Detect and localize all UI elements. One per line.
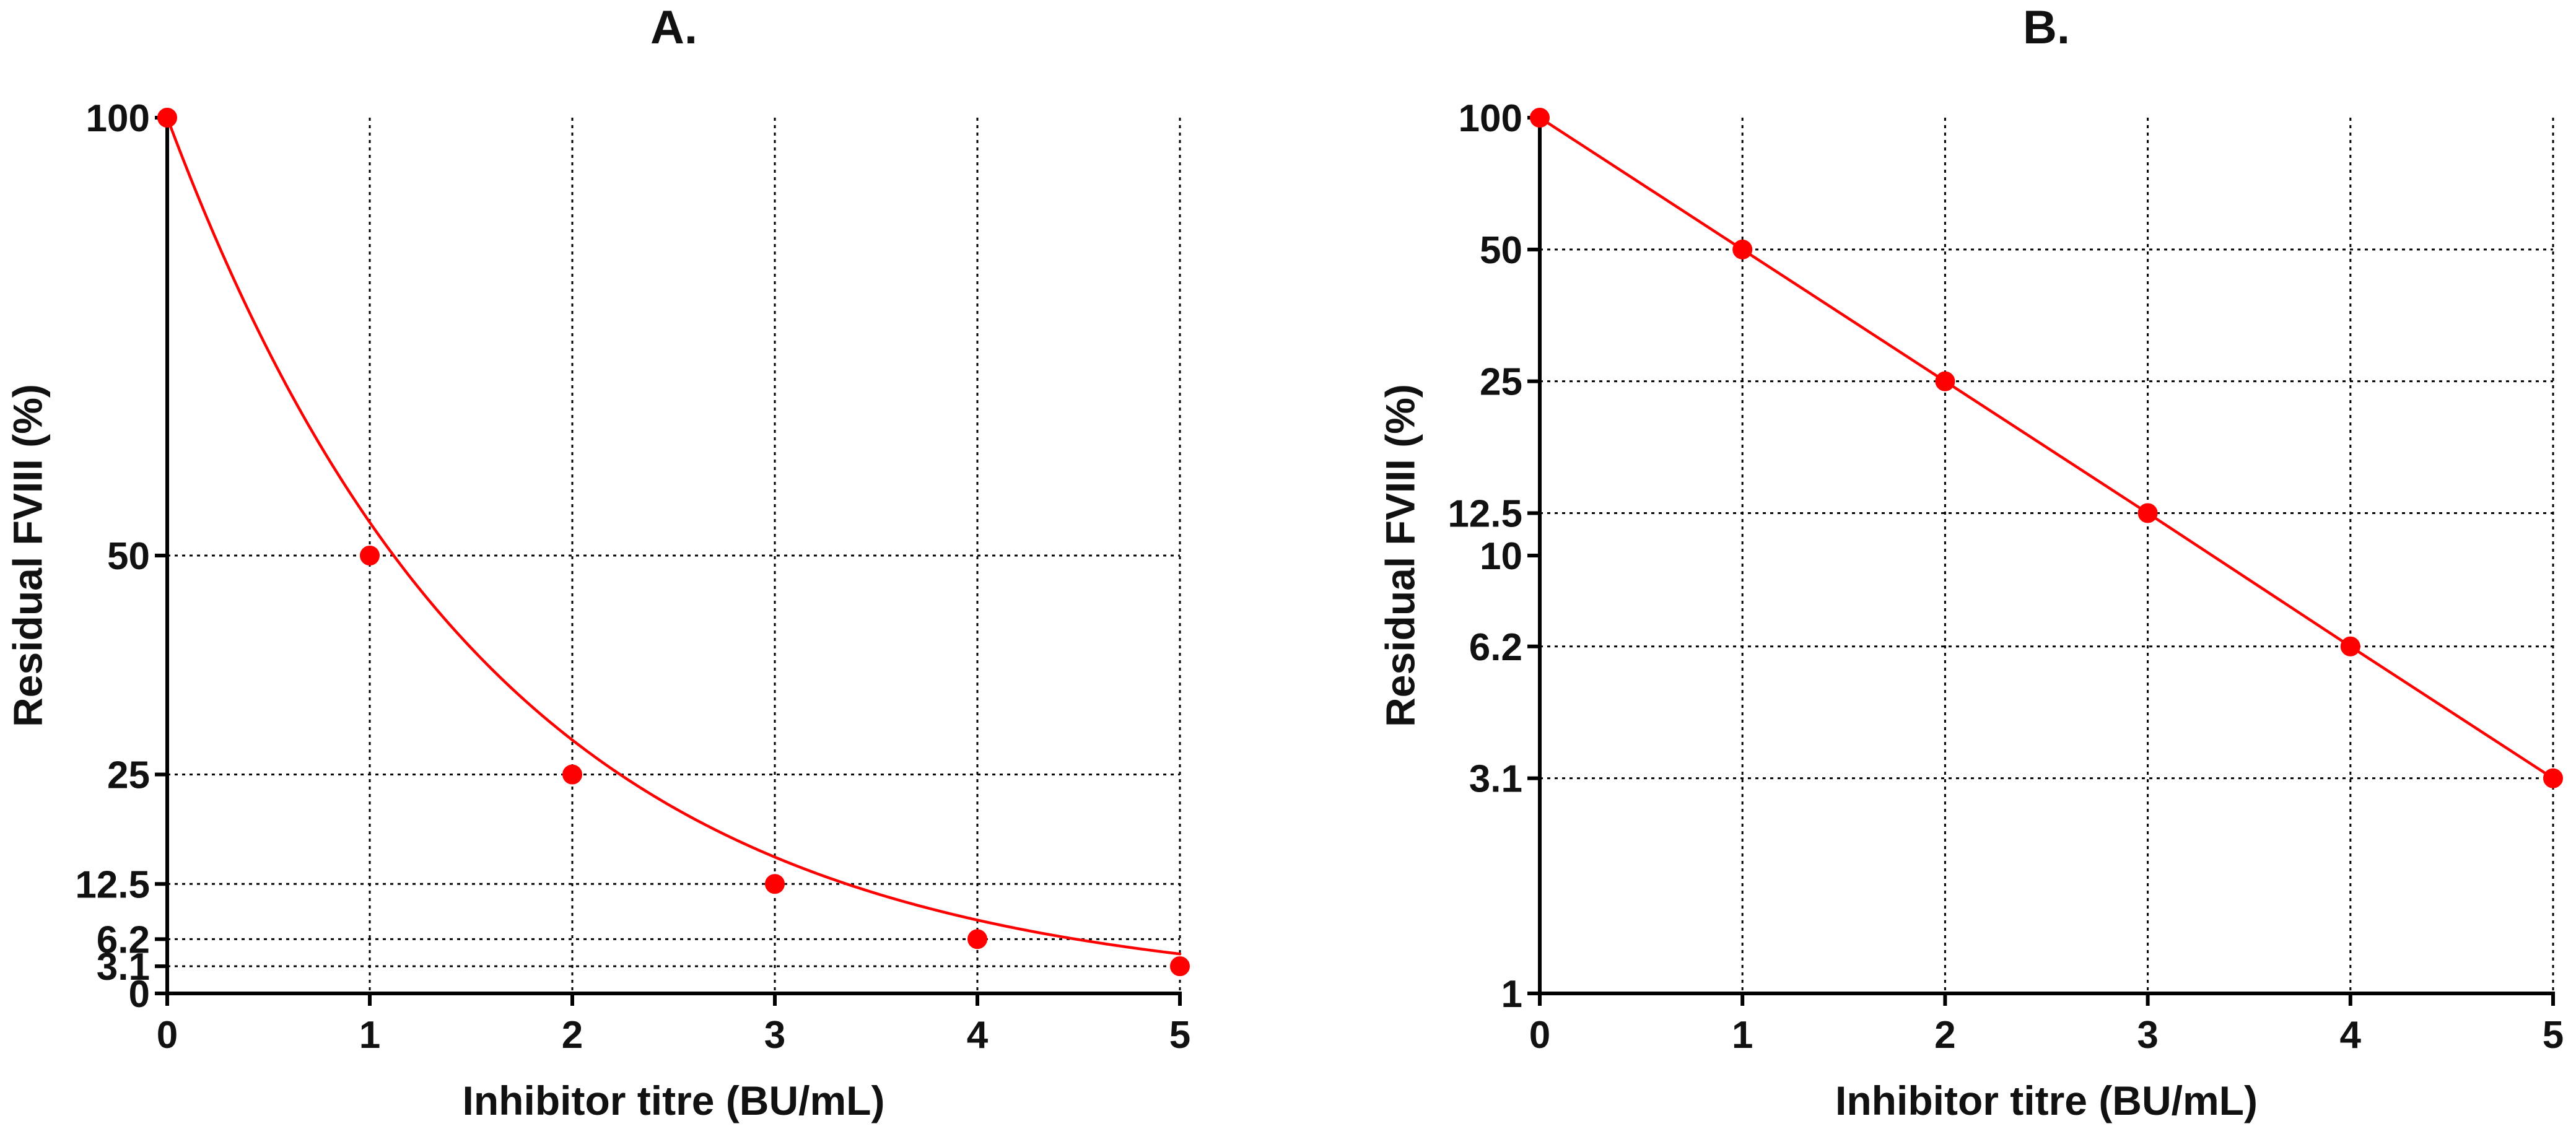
- y-tick-label: 12.5: [1447, 492, 1522, 535]
- y-tick-label: 6.2: [97, 918, 150, 961]
- series-line: [1538, 116, 2555, 780]
- data-point: [1935, 371, 1955, 391]
- y-tick-label: 1: [1501, 973, 1522, 1016]
- panel-b-grid: [1540, 118, 2554, 993]
- x-tick-label: 3: [2137, 1014, 2158, 1057]
- data-point: [765, 874, 785, 894]
- panel-a-series: [157, 108, 1190, 977]
- x-tick-label: 1: [1732, 1014, 1753, 1057]
- x-tick-label: 3: [764, 1014, 785, 1057]
- fitted-decay-curve: [165, 116, 1182, 956]
- data-point: [157, 108, 177, 128]
- x-tick-label: 5: [1169, 1014, 1190, 1057]
- y-axis-title: Residual FVIII (%): [1377, 384, 1423, 727]
- y-tick-label: 3.1: [97, 946, 150, 988]
- y-tick-label: 100: [86, 97, 150, 140]
- x-tick-label: 2: [1934, 1014, 1955, 1057]
- data-point: [2137, 503, 2158, 523]
- panel-b-series: [1530, 108, 2563, 788]
- x-axis-title: Inhibitor titre (BU/mL): [463, 1078, 885, 1123]
- x-tick-label: 1: [359, 1014, 380, 1057]
- y-tick-label: 25: [107, 754, 150, 797]
- y-tick-label: 12.5: [75, 863, 150, 906]
- data-point: [2543, 768, 2563, 788]
- data-point: [1732, 239, 1753, 260]
- data-point: [2340, 636, 2360, 656]
- x-tick-label: 0: [157, 1014, 178, 1057]
- y-tick-label: 50: [107, 535, 150, 578]
- data-point: [1530, 108, 1550, 128]
- panel-label: B.: [2023, 1, 2070, 54]
- panel-a-grid: [167, 118, 1181, 993]
- y-axis-title: Residual FVIII (%): [4, 384, 50, 727]
- y-tick-label: 100: [1459, 97, 1522, 140]
- x-tick-label: 4: [2340, 1014, 2362, 1057]
- panel-label: A.: [650, 1, 697, 54]
- x-tick-label: 4: [967, 1014, 989, 1057]
- x-tick-label: 5: [2543, 1014, 2564, 1057]
- panel-a: 0 1 2 3 4 5 100 50 25 12.5 6.23.10 A. Inhibitor titr…: [4, 1, 1190, 1123]
- x-tick-label: 0: [1529, 1014, 1550, 1057]
- x-axis-title: Inhibitor titre (BU/mL): [1835, 1078, 2258, 1123]
- data-point: [1170, 956, 1190, 977]
- y-tick-label: 25: [1480, 361, 1522, 404]
- y-tick-label: 10: [1480, 535, 1522, 578]
- data-point: [360, 546, 380, 565]
- data-point: [967, 929, 987, 949]
- y-tick-label: 50: [1480, 229, 1522, 272]
- data-point: [562, 764, 582, 785]
- y-tick-label: 6.2: [1469, 626, 1522, 669]
- y-tick-label: 0: [129, 973, 150, 1016]
- panel-a-axes: 0 1 2 3 4 5 100 50 25 12.5 6.23.10: [75, 97, 1190, 1057]
- y-tick-label: 3.1: [1469, 758, 1522, 801]
- x-tick-label: 2: [562, 1014, 583, 1057]
